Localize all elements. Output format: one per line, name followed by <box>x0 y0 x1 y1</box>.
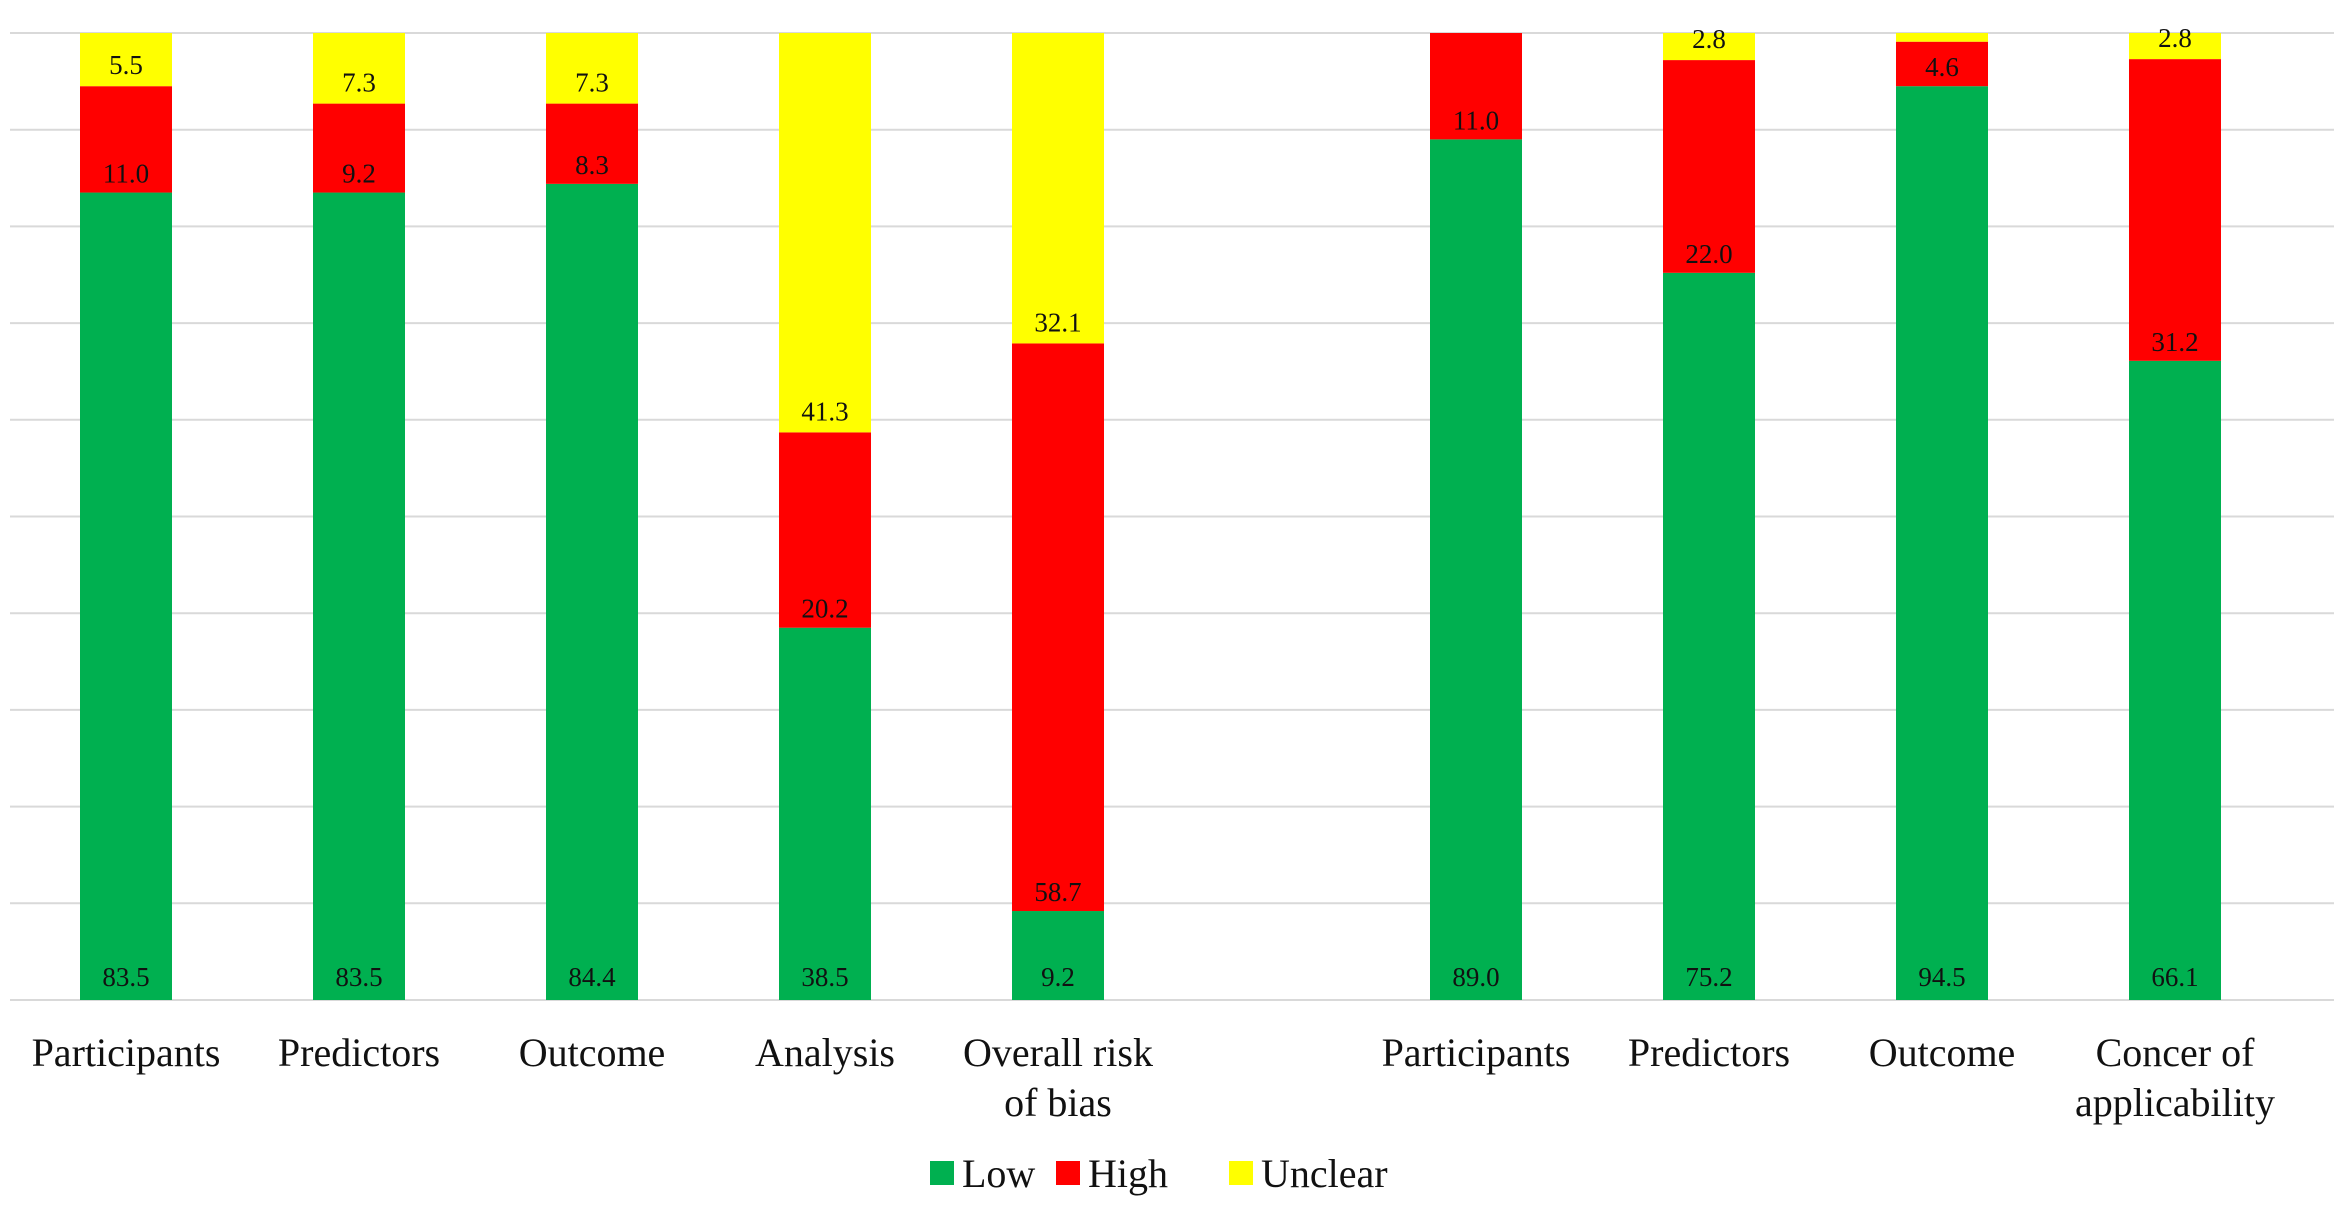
bar-high <box>546 103 638 184</box>
bar-low <box>313 192 405 1000</box>
value-label-unclear: 32.1 <box>1034 307 1081 337</box>
legend: Low High Unclear <box>930 1151 1388 1196</box>
value-label-high: 20.2 <box>801 594 848 624</box>
value-label-low: 38.5 <box>801 962 848 992</box>
legend-swatch-low <box>930 1161 954 1185</box>
value-label-high: 31.2 <box>2151 327 2198 357</box>
bar-high <box>313 103 405 193</box>
value-label-unclear: 7.3 <box>575 68 609 98</box>
value-label-unclear: 2.8 <box>2158 23 2192 53</box>
value-label-low: 66.1 <box>2151 962 2198 992</box>
value-label-low: 84.4 <box>568 962 616 992</box>
value-label-low: 89.0 <box>1452 962 1499 992</box>
bar-low <box>80 192 172 1000</box>
bar-unclear <box>546 33 638 104</box>
value-label-low: 94.5 <box>1918 962 1965 992</box>
legend-label-unclear: Unclear <box>1261 1151 1388 1196</box>
bar-high <box>1663 60 1755 273</box>
bar-low <box>2129 360 2221 1000</box>
bar-high <box>1896 41 1988 87</box>
bar-unclear <box>1896 33 1988 42</box>
bar-high <box>1430 33 1522 140</box>
category-label: Participants <box>1382 1030 1571 1075</box>
value-label-low: 83.5 <box>335 962 382 992</box>
bar-low <box>546 183 638 1001</box>
value-label-high: 8.3 <box>575 150 609 180</box>
bar-high <box>80 86 172 193</box>
bar-low <box>1012 911 1104 1000</box>
category-label: Concer of <box>2096 1030 2256 1075</box>
legend-swatch-unclear <box>1229 1161 1253 1185</box>
value-label-low: 83.5 <box>102 962 149 992</box>
category-label: Analysis <box>755 1030 895 1075</box>
legend-label-high: High <box>1088 1151 1168 1196</box>
bar-high <box>2129 59 2221 361</box>
bars <box>80 33 2221 1001</box>
value-label-unclear: 7.3 <box>342 68 376 98</box>
bar-low <box>1896 86 1988 1000</box>
category-label: Participants <box>32 1030 221 1075</box>
bar-high <box>779 432 871 628</box>
category-label: Predictors <box>1628 1030 1790 1075</box>
category-label: Overall risk <box>963 1030 1153 1075</box>
bar-low <box>1663 272 1755 1000</box>
bar-unclear <box>313 33 405 104</box>
value-label-high: 22.0 <box>1685 239 1732 269</box>
bar-unclear <box>1663 33 1755 61</box>
bar-low <box>1430 139 1522 1000</box>
bar-unclear <box>1012 33 1104 344</box>
bar-low <box>779 627 871 1000</box>
category-label: Outcome <box>1869 1030 2016 1075</box>
value-labels: 83.5 11.0 5.5 83.5 9.2 7.3 84.4 8.3 7.3 38.5 20.2 4… <box>102 23 2198 992</box>
category-label: of bias <box>1004 1080 1112 1125</box>
bar-unclear <box>779 33 871 433</box>
bar-unclear <box>80 33 172 87</box>
bar-unclear <box>2129 33 2221 60</box>
value-label-high: 4.6 <box>1925 52 1959 82</box>
category-label: Predictors <box>278 1030 440 1075</box>
value-label-unclear: 41.3 <box>801 396 848 426</box>
category-label: applicability <box>2075 1080 2275 1125</box>
value-label-high: 9.2 <box>342 159 376 189</box>
category-labels: Participants Predictors Outcome Analysis Ove… <box>32 1030 2275 1125</box>
value-label-low: 9.2 <box>1041 962 1075 992</box>
value-label-unclear: 2.8 <box>1692 24 1726 54</box>
value-label-low: 75.2 <box>1685 962 1732 992</box>
legend-label-low: Low <box>962 1151 1035 1196</box>
value-label-high: 58.7 <box>1034 877 1081 907</box>
value-label-high: 11.0 <box>103 159 149 189</box>
legend-swatch-high <box>1056 1161 1080 1185</box>
value-label-unclear: 5.5 <box>109 50 143 80</box>
value-label-high: 11.0 <box>1453 105 1499 135</box>
category-label: Outcome <box>519 1030 666 1075</box>
bar-high <box>1012 343 1104 912</box>
